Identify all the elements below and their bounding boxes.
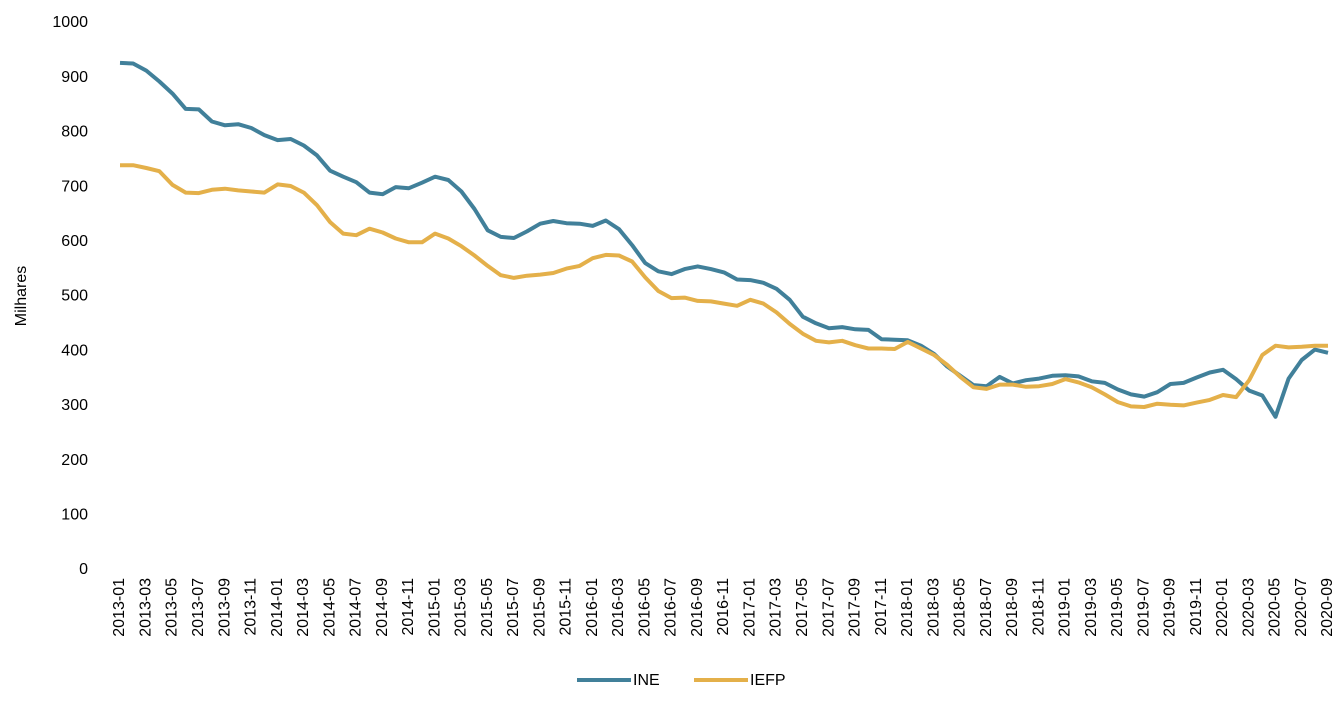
x-tick-label: 2014-01 <box>269 578 286 637</box>
x-tick-label: 2016-05 <box>636 578 653 637</box>
x-tick-label: 2020-07 <box>1293 578 1310 637</box>
line-series <box>119 60 1329 419</box>
x-tick-label: 2017-07 <box>820 578 837 637</box>
x-tick-label: 2013-09 <box>216 578 233 637</box>
x-tick-label: 2017-01 <box>741 578 758 637</box>
y-tick-label: 500 <box>61 288 88 305</box>
x-tick-label: 2014-05 <box>321 578 338 637</box>
y-tick-label: 600 <box>61 233 88 250</box>
x-tick-label: 2017-05 <box>794 578 811 637</box>
x-tick-label: 2018-05 <box>952 578 969 637</box>
x-tick-label: 2015-03 <box>453 578 470 637</box>
x-tick-label: 2013-01 <box>111 578 128 637</box>
x-tick-label: 2020-03 <box>1240 578 1257 637</box>
x-tick-label: 2019-09 <box>1162 578 1179 637</box>
y-tick-label: 300 <box>61 397 88 414</box>
y-tick-label: 700 <box>61 178 88 195</box>
x-tick-label: 2018-11 <box>1030 578 1047 636</box>
legend-label: INE <box>633 672 660 689</box>
x-tick-label: 2019-05 <box>1109 578 1126 637</box>
y-tick-label: 0 <box>79 561 88 578</box>
x-tick-label: 2015-01 <box>426 578 443 637</box>
y-tick-label: 100 <box>61 507 88 524</box>
x-tick-label: 2018-01 <box>899 578 916 637</box>
x-tick-label: 2013-05 <box>164 578 181 637</box>
y-tick-label: 800 <box>61 124 88 141</box>
x-tick-label: 2014-11 <box>400 578 417 636</box>
legend-label: IEFP <box>750 672 786 689</box>
x-tick-label: 2019-11 <box>1188 578 1205 636</box>
x-tick-label: 2019-01 <box>1057 578 1074 637</box>
x-tick-label: 2018-03 <box>925 578 942 637</box>
x-tick-label: 2016-09 <box>689 578 706 637</box>
x-tick-label: 2016-01 <box>584 578 601 637</box>
x-tick-label: 2016-07 <box>663 578 680 637</box>
x-tick-label: 2020-05 <box>1267 578 1284 637</box>
y-axis-title: Milhares <box>13 266 30 326</box>
y-tick-label: 900 <box>61 69 88 86</box>
x-tick-label: 2013-11 <box>243 578 260 636</box>
x-tick-label: 2019-03 <box>1083 578 1100 637</box>
y-tick-label: 400 <box>61 342 88 359</box>
x-tick-label: 2015-05 <box>479 578 496 637</box>
x-tick-label: 2018-07 <box>978 578 995 637</box>
x-tick-label: 2020-01 <box>1214 578 1231 637</box>
x-tick-label: 2014-07 <box>348 578 365 637</box>
x-tick-label: 2013-07 <box>190 578 207 637</box>
x-tick-label: 2016-11 <box>715 578 732 636</box>
x-tick-label: 2015-11 <box>558 578 575 636</box>
x-tick-label: 2017-11 <box>873 578 890 636</box>
x-tick-label: 2013-03 <box>137 578 154 637</box>
x-tick-label: 2018-09 <box>1004 578 1021 637</box>
x-tick-label: 2019-07 <box>1135 578 1152 637</box>
x-tick-label: 2017-03 <box>768 578 785 637</box>
y-tick-label: 1000 <box>52 14 88 31</box>
y-tick-label: 200 <box>61 452 88 469</box>
x-tick-label: 2014-09 <box>374 578 391 637</box>
x-tick-label: 2014-03 <box>295 578 312 637</box>
x-tick-label: 2015-07 <box>505 578 522 637</box>
x-tick-label: 2017-09 <box>847 578 864 637</box>
x-tick-label: 2015-09 <box>531 578 548 637</box>
x-tick-label: 2016-03 <box>610 578 627 637</box>
x-tick-label: 2020-09 <box>1319 578 1336 637</box>
line-series <box>120 163 1328 409</box>
